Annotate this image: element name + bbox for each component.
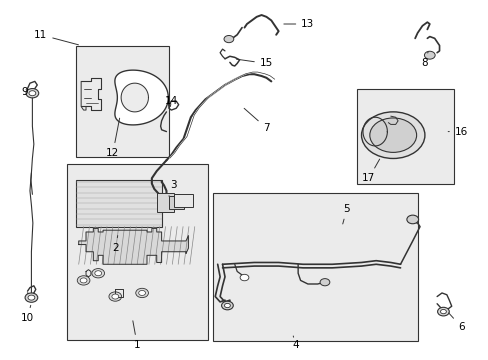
Circle shape bbox=[112, 294, 119, 299]
Circle shape bbox=[361, 112, 424, 158]
Circle shape bbox=[136, 288, 148, 298]
Text: 4: 4 bbox=[292, 336, 298, 350]
Text: 9: 9 bbox=[22, 87, 28, 97]
Circle shape bbox=[109, 292, 122, 301]
Polygon shape bbox=[121, 83, 148, 112]
Circle shape bbox=[437, 307, 448, 316]
Circle shape bbox=[28, 295, 35, 300]
Text: 17: 17 bbox=[362, 159, 379, 183]
Text: 16: 16 bbox=[447, 127, 467, 136]
Text: 7: 7 bbox=[244, 108, 269, 133]
Circle shape bbox=[92, 269, 104, 278]
FancyBboxPatch shape bbox=[157, 193, 173, 212]
FancyBboxPatch shape bbox=[173, 194, 193, 207]
Text: 10: 10 bbox=[21, 305, 34, 323]
FancyBboxPatch shape bbox=[212, 193, 417, 341]
Circle shape bbox=[25, 293, 38, 302]
Circle shape bbox=[440, 310, 446, 314]
Circle shape bbox=[320, 279, 329, 286]
Text: 1: 1 bbox=[133, 321, 140, 350]
Circle shape bbox=[424, 51, 434, 59]
Circle shape bbox=[224, 303, 230, 308]
Text: 2: 2 bbox=[112, 235, 119, 253]
Text: 6: 6 bbox=[448, 313, 464, 332]
Circle shape bbox=[95, 271, 102, 276]
FancyBboxPatch shape bbox=[76, 180, 161, 226]
Circle shape bbox=[77, 276, 90, 285]
Text: 14: 14 bbox=[164, 96, 178, 107]
Text: 12: 12 bbox=[106, 118, 120, 158]
Polygon shape bbox=[79, 228, 188, 264]
Text: 3: 3 bbox=[168, 180, 177, 196]
Polygon shape bbox=[115, 70, 168, 125]
Circle shape bbox=[29, 91, 36, 96]
Circle shape bbox=[80, 278, 87, 283]
Circle shape bbox=[369, 118, 416, 152]
FancyBboxPatch shape bbox=[356, 89, 453, 184]
Circle shape bbox=[224, 36, 233, 42]
Circle shape bbox=[406, 215, 418, 224]
Circle shape bbox=[221, 301, 233, 310]
Circle shape bbox=[26, 89, 39, 98]
Text: 13: 13 bbox=[283, 19, 314, 29]
Circle shape bbox=[240, 274, 248, 281]
Text: 8: 8 bbox=[421, 52, 427, 68]
Text: 15: 15 bbox=[236, 58, 272, 68]
Text: 11: 11 bbox=[34, 30, 78, 45]
Text: 5: 5 bbox=[342, 204, 349, 224]
FancyBboxPatch shape bbox=[168, 196, 183, 209]
FancyBboxPatch shape bbox=[76, 45, 168, 157]
FancyBboxPatch shape bbox=[66, 164, 207, 339]
Circle shape bbox=[139, 291, 145, 296]
